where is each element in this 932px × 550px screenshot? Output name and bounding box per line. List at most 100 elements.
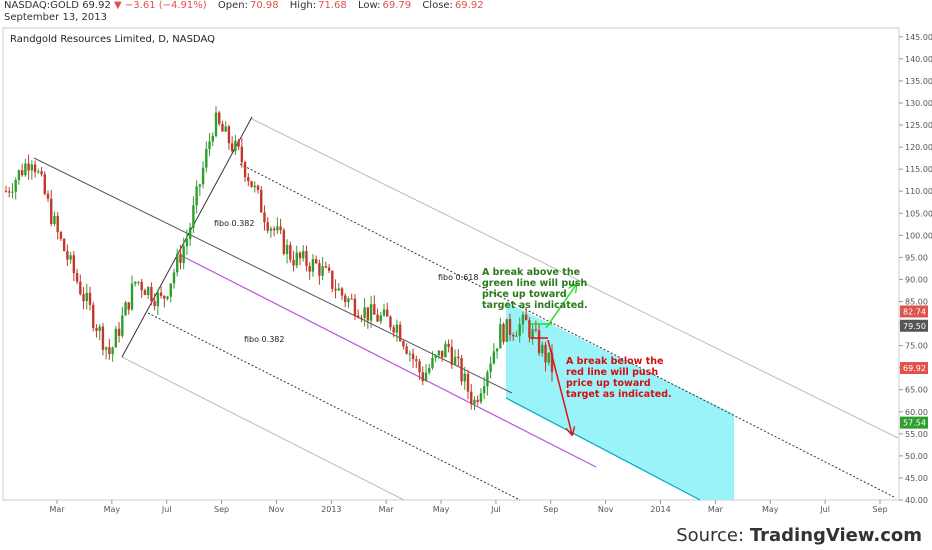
fibo-lower-label: fibo 0.382 xyxy=(244,335,284,344)
candle-body xyxy=(253,185,256,188)
candle-body xyxy=(373,304,376,315)
candle-body xyxy=(172,272,176,284)
x-tick-label: Jul xyxy=(490,505,501,514)
candle-body xyxy=(17,170,21,181)
light-channel-bottom xyxy=(121,356,405,501)
price-change: −3.61 (−4.91%) xyxy=(124,0,207,11)
candle-body xyxy=(421,372,424,381)
x-tick-label: Jul xyxy=(819,505,830,514)
candle-body xyxy=(66,251,69,260)
candle-body xyxy=(395,324,399,333)
candle-body xyxy=(176,253,179,273)
candle-body xyxy=(72,255,76,274)
candle-body xyxy=(88,292,92,305)
price-label-box xyxy=(900,416,928,429)
candle-body xyxy=(470,391,473,405)
x-tick-label: Nov xyxy=(598,505,614,514)
chart-title: Randgold Resources Limited, D, NASDAQ xyxy=(10,34,215,45)
candle-body xyxy=(250,181,253,188)
y-tick-label: 115.00 xyxy=(905,165,932,174)
candle-body xyxy=(376,314,379,322)
price-label-box xyxy=(900,305,928,318)
candle-body xyxy=(247,177,250,182)
candle-body xyxy=(43,174,46,194)
x-tick-label: May xyxy=(762,505,779,514)
candle-body xyxy=(276,226,279,231)
candle-body xyxy=(389,316,392,328)
candle-body xyxy=(182,246,185,263)
price-label-text: 69.92 xyxy=(903,364,926,373)
candle-body xyxy=(156,292,160,307)
y-tick-label: 105.00 xyxy=(905,209,932,218)
candle-body xyxy=(437,350,441,356)
candle-body xyxy=(347,298,350,303)
candle-body xyxy=(37,171,40,173)
candle-body xyxy=(360,317,363,319)
candle-body xyxy=(169,283,172,297)
candle-body xyxy=(146,287,150,296)
candle-body xyxy=(266,222,269,231)
candle-body xyxy=(460,358,463,382)
candle-body xyxy=(499,324,502,349)
candle-body xyxy=(518,324,521,336)
candle-body xyxy=(201,167,205,185)
candle-body xyxy=(295,252,298,266)
candle-body xyxy=(230,143,234,152)
candle-body xyxy=(205,149,208,168)
candle-body xyxy=(14,180,17,192)
candle-body xyxy=(79,281,82,295)
candle-body xyxy=(321,266,324,276)
candle-body xyxy=(117,328,121,336)
candle-body xyxy=(33,164,37,173)
plot-area xyxy=(2,27,900,501)
green-target-arrow xyxy=(545,285,576,329)
candle-body xyxy=(214,112,218,136)
candle-body xyxy=(440,350,444,358)
candle-body xyxy=(428,367,431,373)
candle-body xyxy=(227,126,231,144)
candle-body xyxy=(137,281,140,283)
candle-body xyxy=(444,343,447,358)
source-brand: TradingView.com xyxy=(749,525,922,546)
y-tick-label: 120.00 xyxy=(905,143,932,152)
candle-body xyxy=(285,244,289,255)
green-note-line-1: A break above the xyxy=(482,267,580,278)
candle-body xyxy=(382,309,386,316)
candle-body xyxy=(234,140,237,152)
candle-body xyxy=(263,212,266,223)
candle-body xyxy=(124,302,127,316)
candle-body xyxy=(53,216,56,224)
candle-body xyxy=(524,314,528,321)
price-label-text: 82.74 xyxy=(903,307,926,316)
candle-body xyxy=(92,304,95,328)
candle-body xyxy=(69,255,72,260)
candle-body xyxy=(369,304,373,321)
candle-body xyxy=(98,326,101,331)
candle-body xyxy=(424,372,428,381)
y-tick-label: 75.00 xyxy=(905,342,928,351)
candle-body xyxy=(311,259,315,272)
candle-body xyxy=(340,288,344,296)
down-arrow-icon: ▼ xyxy=(114,0,122,11)
candle-body xyxy=(486,372,489,387)
y-tick-label: 90.00 xyxy=(905,275,928,284)
candle-body xyxy=(163,295,166,299)
y-tick-label: 85.00 xyxy=(905,297,928,306)
y-tick-label: 100.00 xyxy=(905,231,932,240)
candle-body xyxy=(366,307,370,321)
x-tick-label: 2014 xyxy=(650,505,670,514)
candle-body xyxy=(463,373,466,382)
y-tick-label: 95.00 xyxy=(905,253,928,262)
candle-body xyxy=(550,352,554,373)
candle-body xyxy=(20,170,24,176)
y-tick-label: 60.00 xyxy=(905,408,928,417)
candle-body xyxy=(466,373,470,392)
candle-body xyxy=(476,399,479,402)
candle-body xyxy=(24,163,27,176)
light-channel-top xyxy=(249,117,899,439)
y-tick-label: 130.00 xyxy=(905,99,932,108)
candle-body xyxy=(260,189,263,213)
low-label: Low: xyxy=(357,0,381,11)
y-tick-label: 65.00 xyxy=(905,386,928,395)
